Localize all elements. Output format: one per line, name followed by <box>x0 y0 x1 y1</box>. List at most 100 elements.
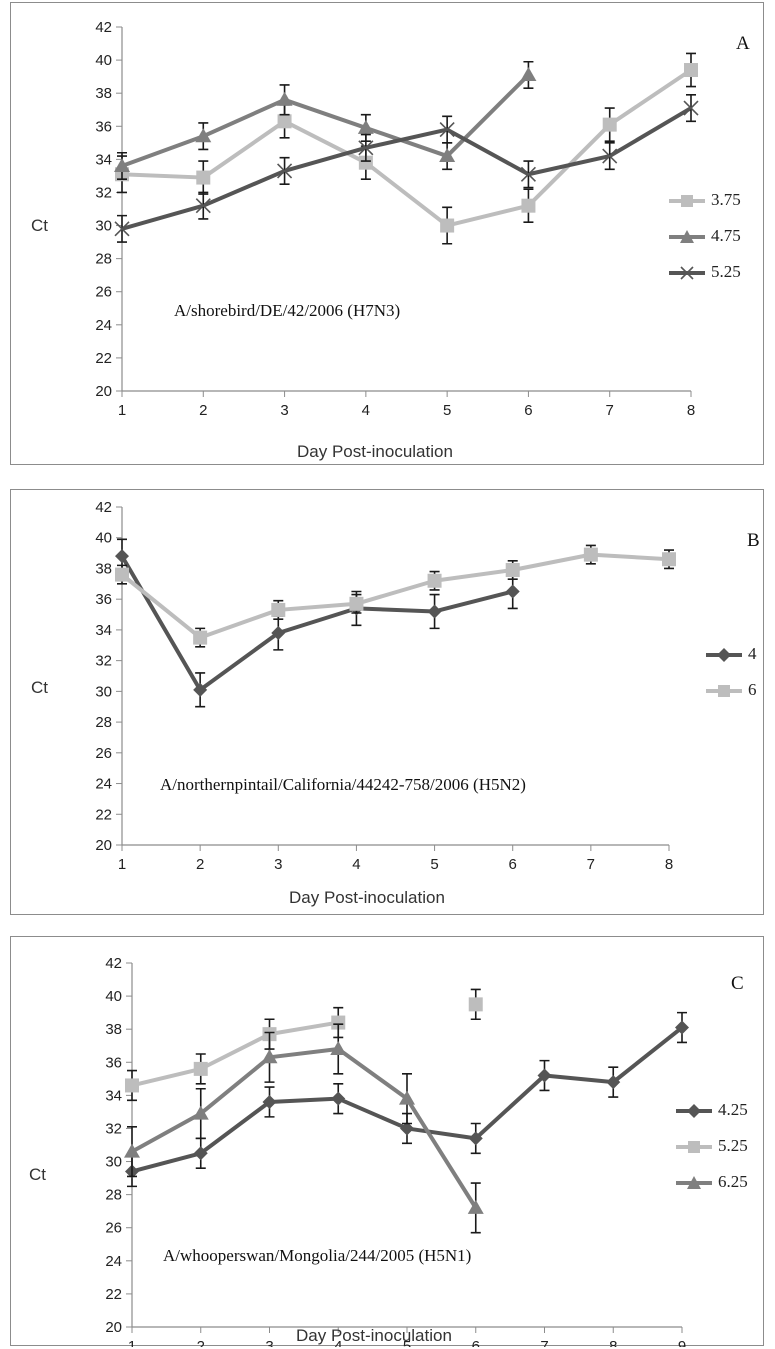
x-tick-label: 9 <box>678 1338 686 1347</box>
data-point <box>439 122 455 138</box>
series-2 <box>114 94 699 243</box>
x-tick-label: 7 <box>587 856 595 873</box>
panel-a-letter: A <box>736 33 750 54</box>
panel-c-letter: C <box>731 973 744 994</box>
data-point <box>192 1105 209 1120</box>
chart-b-strain-annotation: A/northernpintail/California/44242-758/2… <box>154 775 532 795</box>
data-point <box>468 997 483 1012</box>
data-point <box>114 157 130 172</box>
series-line <box>121 68 693 228</box>
x-tick-label: 6 <box>524 402 532 419</box>
data-point <box>505 562 520 577</box>
x-tick-label: 5 <box>403 1338 411 1347</box>
chart-c-x-axis-label: Day Post-inoculation <box>296 1326 452 1345</box>
y-tick-label: 24 <box>105 1253 122 1270</box>
series-2 <box>124 1023 484 1234</box>
y-tick-label: 30 <box>95 218 112 235</box>
y-tick-label: 26 <box>95 284 112 301</box>
data-point <box>193 1146 208 1161</box>
data-point <box>330 1041 347 1056</box>
data-point <box>520 66 537 81</box>
legend-swatch-dark-diamond <box>706 648 742 662</box>
data-point <box>468 1131 483 1146</box>
y-tick-label: 20 <box>95 837 112 854</box>
data-point <box>662 552 676 567</box>
x-tick-label: 2 <box>197 1338 205 1347</box>
y-tick-label: 30 <box>95 683 112 700</box>
data-point <box>467 1199 484 1214</box>
y-tick-label: 40 <box>105 988 122 1005</box>
y-tick-label: 34 <box>95 622 112 639</box>
y-tick-label: 34 <box>105 1087 122 1104</box>
chart-c-y-axis-label: Ct <box>29 1165 46 1184</box>
y-tick-label: 28 <box>95 714 112 731</box>
x-tick-label: 4 <box>334 1338 342 1347</box>
data-point <box>357 119 374 134</box>
y-tick-label: 38 <box>95 560 112 577</box>
series-1 <box>125 988 483 1102</box>
series-1 <box>114 60 537 181</box>
data-point <box>261 1049 278 1064</box>
x-tick-label: 2 <box>199 402 207 419</box>
x-tick-label: 2 <box>196 856 204 873</box>
series-line <box>131 1020 339 1088</box>
chart-panel-c: 20 22 24 26 28 30 32 34 36 38 40 42 1 2 3 4 5 6 7 8 9 C Ct D… <box>10 936 764 1347</box>
data-point <box>602 117 617 132</box>
x-tick-label: 7 <box>606 402 614 419</box>
y-tick-label: 32 <box>95 184 112 201</box>
data-point <box>400 1121 414 1136</box>
legend-swatch-light-square <box>706 685 742 697</box>
series-line <box>120 555 514 692</box>
y-tick-label: 32 <box>95 653 112 670</box>
x-tick-label: 1 <box>118 402 126 419</box>
data-point <box>115 549 129 564</box>
data-point <box>583 547 598 562</box>
x-tick-label: 3 <box>274 856 282 873</box>
data-point <box>683 100 699 116</box>
legend-swatch-dark-diamond <box>676 1104 712 1118</box>
series-line <box>131 1047 478 1209</box>
data-point <box>537 1068 552 1083</box>
y-tick-label: 40 <box>95 530 112 547</box>
y-tick-label: 22 <box>95 806 112 823</box>
chart-a-legend-label: 5.25 <box>711 262 741 281</box>
y-tick-label: 38 <box>95 85 112 102</box>
data-point <box>196 170 211 185</box>
data-point <box>114 221 130 237</box>
y-tick-label: 28 <box>105 1187 122 1204</box>
series-0 <box>125 1011 689 1188</box>
y-tick-label: 26 <box>105 1220 122 1237</box>
y-tick-label: 36 <box>95 591 112 608</box>
data-point <box>193 682 208 697</box>
series-line <box>121 106 693 231</box>
chart-c-legend-label: 4.25 <box>718 1100 748 1119</box>
data-point <box>427 604 442 619</box>
chart-panel-b: 20 22 24 26 28 30 32 34 36 38 40 42 1 2 3 4 5 6 7 8 B Ct Da… <box>10 489 764 915</box>
data-point <box>193 630 208 645</box>
data-point <box>606 1075 621 1090</box>
x-tick-label: 7 <box>540 1338 548 1347</box>
y-tick-label: 24 <box>95 776 112 793</box>
data-point <box>684 63 698 78</box>
y-tick-label: 24 <box>95 317 112 334</box>
x-tick-label: 5 <box>443 402 451 419</box>
series-0 <box>115 52 698 245</box>
y-tick-label: 28 <box>95 251 112 268</box>
x-tick-label: 4 <box>352 856 360 873</box>
data-point <box>195 128 212 143</box>
data-point <box>520 166 536 182</box>
data-point <box>276 91 293 106</box>
x-tick-label: 6 <box>509 856 517 873</box>
data-point <box>675 1020 689 1035</box>
series-0 <box>115 538 520 708</box>
data-point <box>271 602 286 617</box>
chart-a-legend-label: 4.75 <box>711 226 741 245</box>
data-point <box>195 198 211 214</box>
legend-swatch-medium-triangle <box>669 230 705 243</box>
y-tick-label: 32 <box>105 1120 122 1137</box>
y-tick-label: 40 <box>95 52 112 69</box>
data-point <box>331 1091 346 1106</box>
x-tick-label: 6 <box>472 1338 480 1347</box>
